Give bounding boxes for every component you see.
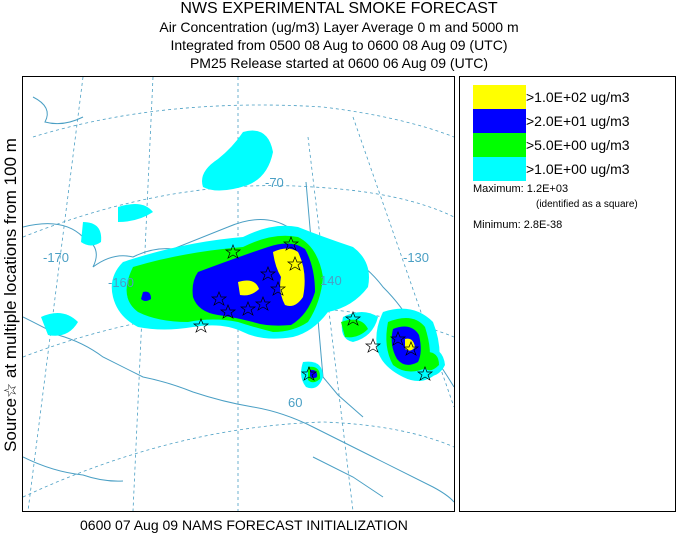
map-subtitle-integration: Integrated from 0500 08 Aug to 0600 08 A… <box>170 37 508 53</box>
star-icon <box>402 341 420 356</box>
map-subtitle-release: PM25 Release started at 0600 06 Aug 09 (… <box>189 55 489 71</box>
star-icon <box>269 281 287 296</box>
star-icon <box>300 366 318 381</box>
star-icon <box>224 244 242 259</box>
star-icon <box>286 256 304 271</box>
star-icon <box>210 291 228 306</box>
grid-label-lon-160: -160 <box>108 275 134 290</box>
coastlines <box>23 96 454 503</box>
star-icon <box>254 296 272 311</box>
star-icon <box>389 331 407 346</box>
grid-label-lat-70: -70 <box>265 175 284 190</box>
source-markers <box>192 236 434 381</box>
star-icon <box>416 366 434 381</box>
star-icon <box>192 318 210 333</box>
legend-maximum-note: (identified as a square) <box>536 199 638 210</box>
star-icon <box>364 338 382 353</box>
source-side-text: Source☆ at multiple locations from 100 m <box>1 138 20 452</box>
legend-panel: >1.0E+02 ug/m3 >2.0E+01 ug/m3 >5.0E+00 u… <box>459 76 676 512</box>
legend-label-2: >2.0E+01 ug/m3 <box>526 113 630 129</box>
legend-swatch-yellow <box>473 85 526 109</box>
legend-label-3: >5.0E+00 ug/m3 <box>526 137 630 153</box>
legend-minimum: Minimum: 2.8E-38 <box>473 219 563 231</box>
forecast-initialization-label: 0600 07 Aug 09 NAMS FORECAST INITIALIZAT… <box>80 517 408 533</box>
legend-swatch-cyan <box>473 157 526 181</box>
star-icon <box>344 311 362 326</box>
legend-swatch-blue <box>473 109 526 133</box>
grid-label-lat-60: 60 <box>288 395 302 410</box>
star-icon <box>259 266 277 281</box>
star-icon <box>219 304 237 319</box>
grid-label-lon-170: -170 <box>43 250 69 265</box>
source-side-label: Source☆ at multiple locations from 100 m <box>0 76 22 514</box>
smoke-map[interactable]: -170 -160 -70 140 -130 60 <box>22 76 455 512</box>
map-subtitle-concentration: Air Concentration (ug/m3) Layer Average … <box>159 19 519 35</box>
map-canvas: -170 -160 -70 140 -130 60 <box>23 77 454 511</box>
legend-label-1: >1.0E+02 ug/m3 <box>526 89 630 105</box>
star-icon <box>282 236 300 251</box>
legend-maximum: Maximum: 1.2E+03 <box>473 183 569 195</box>
grid-label-lon-140: 140 <box>320 273 342 288</box>
legend-label-4: >1.0E+00 ug/m3 <box>526 161 630 177</box>
star-icon <box>239 301 257 316</box>
legend-swatch-green <box>473 133 526 157</box>
map-title: NWS EXPERIMENTAL SMOKE FORECAST <box>180 0 498 17</box>
grid-label-lon-130: -130 <box>403 250 429 265</box>
